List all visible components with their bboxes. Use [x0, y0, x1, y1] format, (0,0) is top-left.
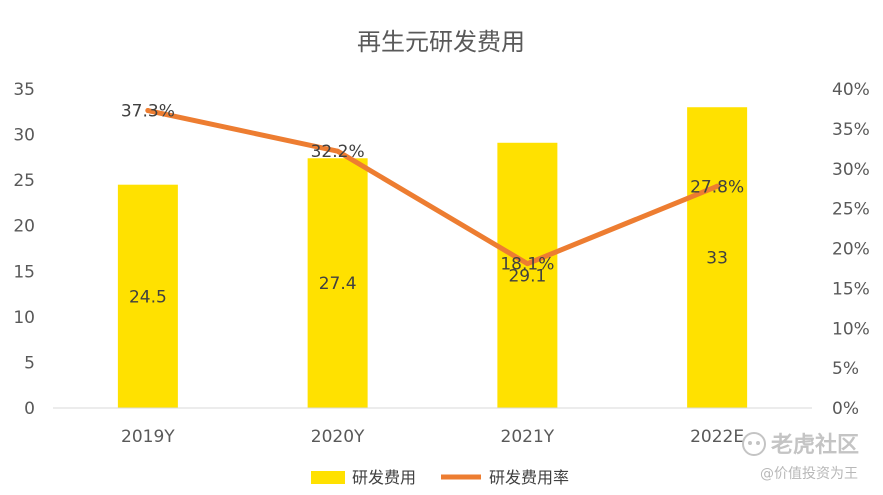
left-axis: 0 5 10 15 20 25 30 35	[13, 80, 35, 419]
rate-data-label: 37.3%	[121, 102, 175, 122]
x-tick-label: 2019Y	[121, 427, 175, 447]
right-tick-label: 20%	[832, 240, 870, 260]
bar	[307, 158, 368, 408]
rate-data-label: 32.2%	[311, 142, 365, 162]
left-tick-label: 30	[13, 126, 35, 146]
right-tick-label: 15%	[832, 279, 870, 299]
legend-label-line: 研发费用率	[489, 468, 569, 487]
rate-data-label: 27.8%	[690, 177, 744, 197]
bar-series: 24.5 27.4 29.1 33	[117, 107, 748, 408]
legend: 研发费用 研发费用率	[311, 468, 569, 487]
bar-data-label: 33	[706, 249, 728, 269]
bar-data-label: 24.5	[129, 287, 167, 307]
line-series: 37.3% 32.2% 18.1% 27.8%	[121, 102, 744, 275]
chart-title: 再生元研发费用	[357, 28, 525, 56]
right-tick-label: 0%	[832, 399, 859, 419]
x-tick-label: 2021Y	[501, 427, 555, 447]
rate-point	[524, 261, 530, 267]
bar	[687, 107, 748, 408]
right-tick-label: 35%	[832, 120, 870, 140]
bar	[497, 142, 558, 408]
tiger-logo-icon	[742, 432, 766, 456]
right-axis: 0% 5% 10% 15% 20% 25% 30% 35% 40%	[832, 80, 870, 419]
left-tick-label: 35	[13, 80, 35, 100]
bar-data-label: 29.1	[508, 266, 546, 286]
watermark-author: @价值投资为王	[760, 466, 858, 482]
x-axis: 2019Y 2020Y 2021Y 2022E	[121, 427, 744, 447]
x-tick-label: 2020Y	[311, 427, 365, 447]
bar	[117, 184, 178, 408]
rate-data-label: 18.1%	[500, 255, 554, 275]
right-tick-label: 40%	[832, 80, 870, 100]
right-tick-label: 30%	[832, 160, 870, 180]
legend-label-bar: 研发费用	[352, 468, 416, 487]
left-tick-label: 25	[13, 171, 35, 191]
left-tick-label: 15	[13, 262, 35, 282]
legend-swatch-bar	[311, 471, 345, 484]
right-tick-label: 5%	[832, 359, 859, 379]
right-tick-label: 25%	[832, 200, 870, 220]
watermark: 老虎社区 @价值投资为王	[742, 432, 859, 482]
left-tick-label: 5	[24, 353, 35, 373]
right-tick-label: 10%	[832, 319, 870, 339]
rate-line	[145, 108, 720, 267]
rate-point	[145, 108, 151, 114]
left-tick-label: 0	[24, 399, 35, 419]
bar-data-label: 27.4	[319, 274, 357, 294]
left-tick-label: 10	[13, 308, 35, 328]
left-tick-label: 20	[13, 217, 35, 237]
rate-point	[335, 148, 341, 154]
watermark-brand: 老虎社区	[770, 432, 859, 458]
x-tick-label: 2022E	[690, 427, 744, 447]
rate-point	[714, 183, 720, 189]
